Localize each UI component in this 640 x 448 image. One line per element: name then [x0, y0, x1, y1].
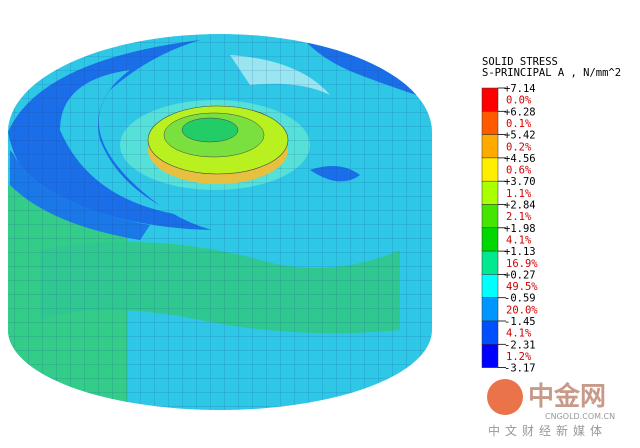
legend-bound: +1.98	[504, 223, 536, 235]
site-text: CNGOLD.COM.CN	[545, 412, 615, 421]
legend-swatch	[481, 320, 499, 345]
legend-percent: 49.5%	[506, 281, 538, 293]
legend-percent: 0.1%	[506, 118, 532, 130]
legend-swatch	[481, 250, 499, 275]
legend-swatch	[481, 344, 499, 368]
legend-percent: 1.2%	[506, 351, 532, 363]
legend-percent: 20.0%	[506, 304, 538, 316]
legend-bound: -2.31	[504, 339, 536, 351]
tagline: 中文财经新媒体	[488, 423, 607, 438]
watermark: 中金网 CNGOLD.COM.CN 中文财经新媒体	[487, 379, 615, 438]
legend-swatch	[481, 180, 499, 205]
legend-percent: 1.1%	[506, 188, 532, 200]
logo-icon	[487, 379, 523, 415]
legend-percent: 16.9%	[506, 258, 538, 270]
legend-bound: +4.56	[504, 153, 536, 165]
legend-bound: -0.59	[504, 293, 536, 305]
legend-percent: 0.6%	[506, 165, 532, 177]
logo-text: 中金网	[528, 381, 606, 412]
legend-swatch	[481, 274, 499, 298]
legend-swatch	[481, 204, 499, 229]
legend-swatch	[481, 111, 499, 135]
legend-bound: -3.17	[504, 363, 536, 375]
legend-bound: +0.27	[504, 269, 536, 281]
legend-percent: 0.2%	[506, 141, 532, 153]
legend-percent: 2.1%	[506, 211, 532, 223]
legend-title: SOLID STRESS	[482, 56, 558, 68]
legend-bound: +2.84	[504, 200, 536, 212]
legend-title: S-PRINCIPAL A , N/mm^2	[482, 67, 621, 79]
legend-bound: -1.45	[504, 316, 536, 328]
legend-percent: 4.1%	[506, 328, 532, 340]
legend-bound: +6.28	[504, 106, 536, 118]
legend-swatch	[481, 227, 499, 252]
model	[8, 34, 432, 410]
legend-percent: 4.1%	[506, 234, 532, 246]
legend-swatch	[481, 87, 499, 112]
legend-swatch	[481, 134, 499, 159]
legend-bound: +7.14	[504, 83, 536, 95]
legend-percent: 0.0%	[506, 95, 532, 107]
legend-bound: +1.13	[504, 246, 536, 258]
legend-swatch	[481, 157, 499, 182]
legend-bound: +5.42	[504, 130, 536, 142]
legend-swatch	[481, 297, 499, 322]
legend-bound: +3.70	[504, 176, 536, 188]
boss-core	[181, 117, 239, 143]
